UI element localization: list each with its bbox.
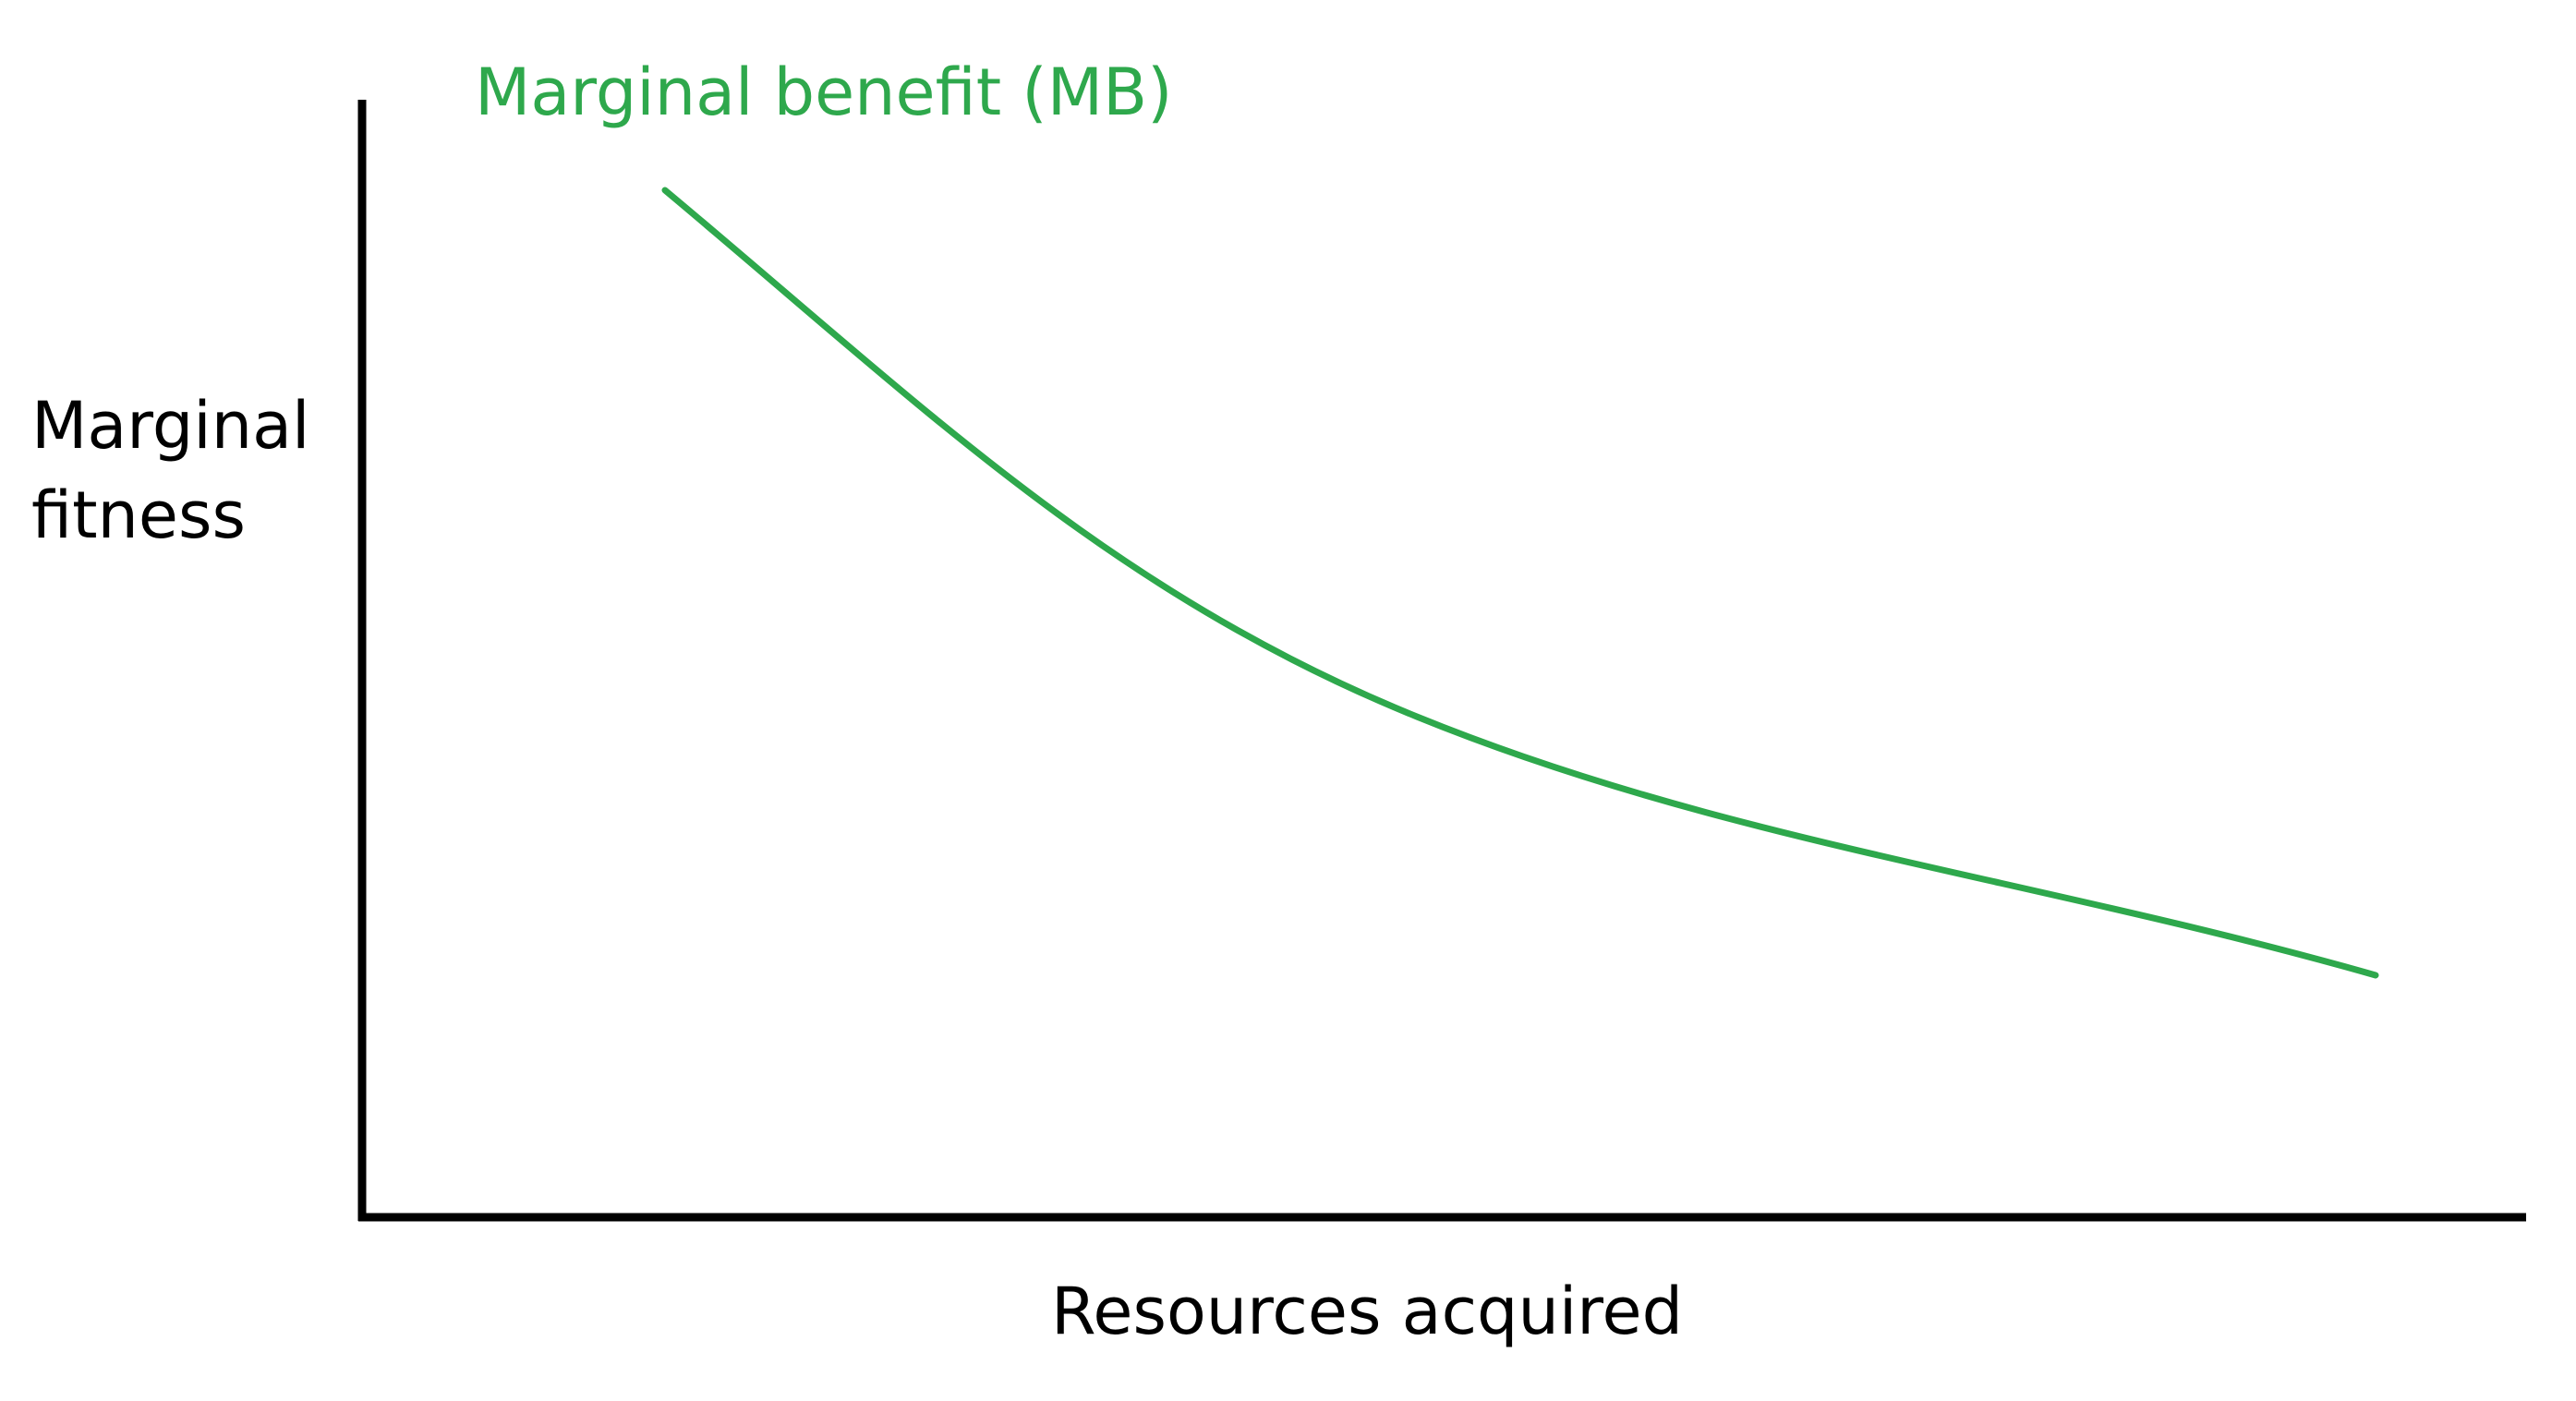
y-axis-label-line: Marginal — [31, 388, 309, 464]
x-axis-label: Resources acquired — [1051, 1274, 1683, 1349]
curve-label: Marginal benefit (MB) — [475, 54, 1172, 130]
marginal-benefit-curve — [661, 187, 2379, 979]
y-axis-label-line: fitness — [31, 477, 246, 553]
